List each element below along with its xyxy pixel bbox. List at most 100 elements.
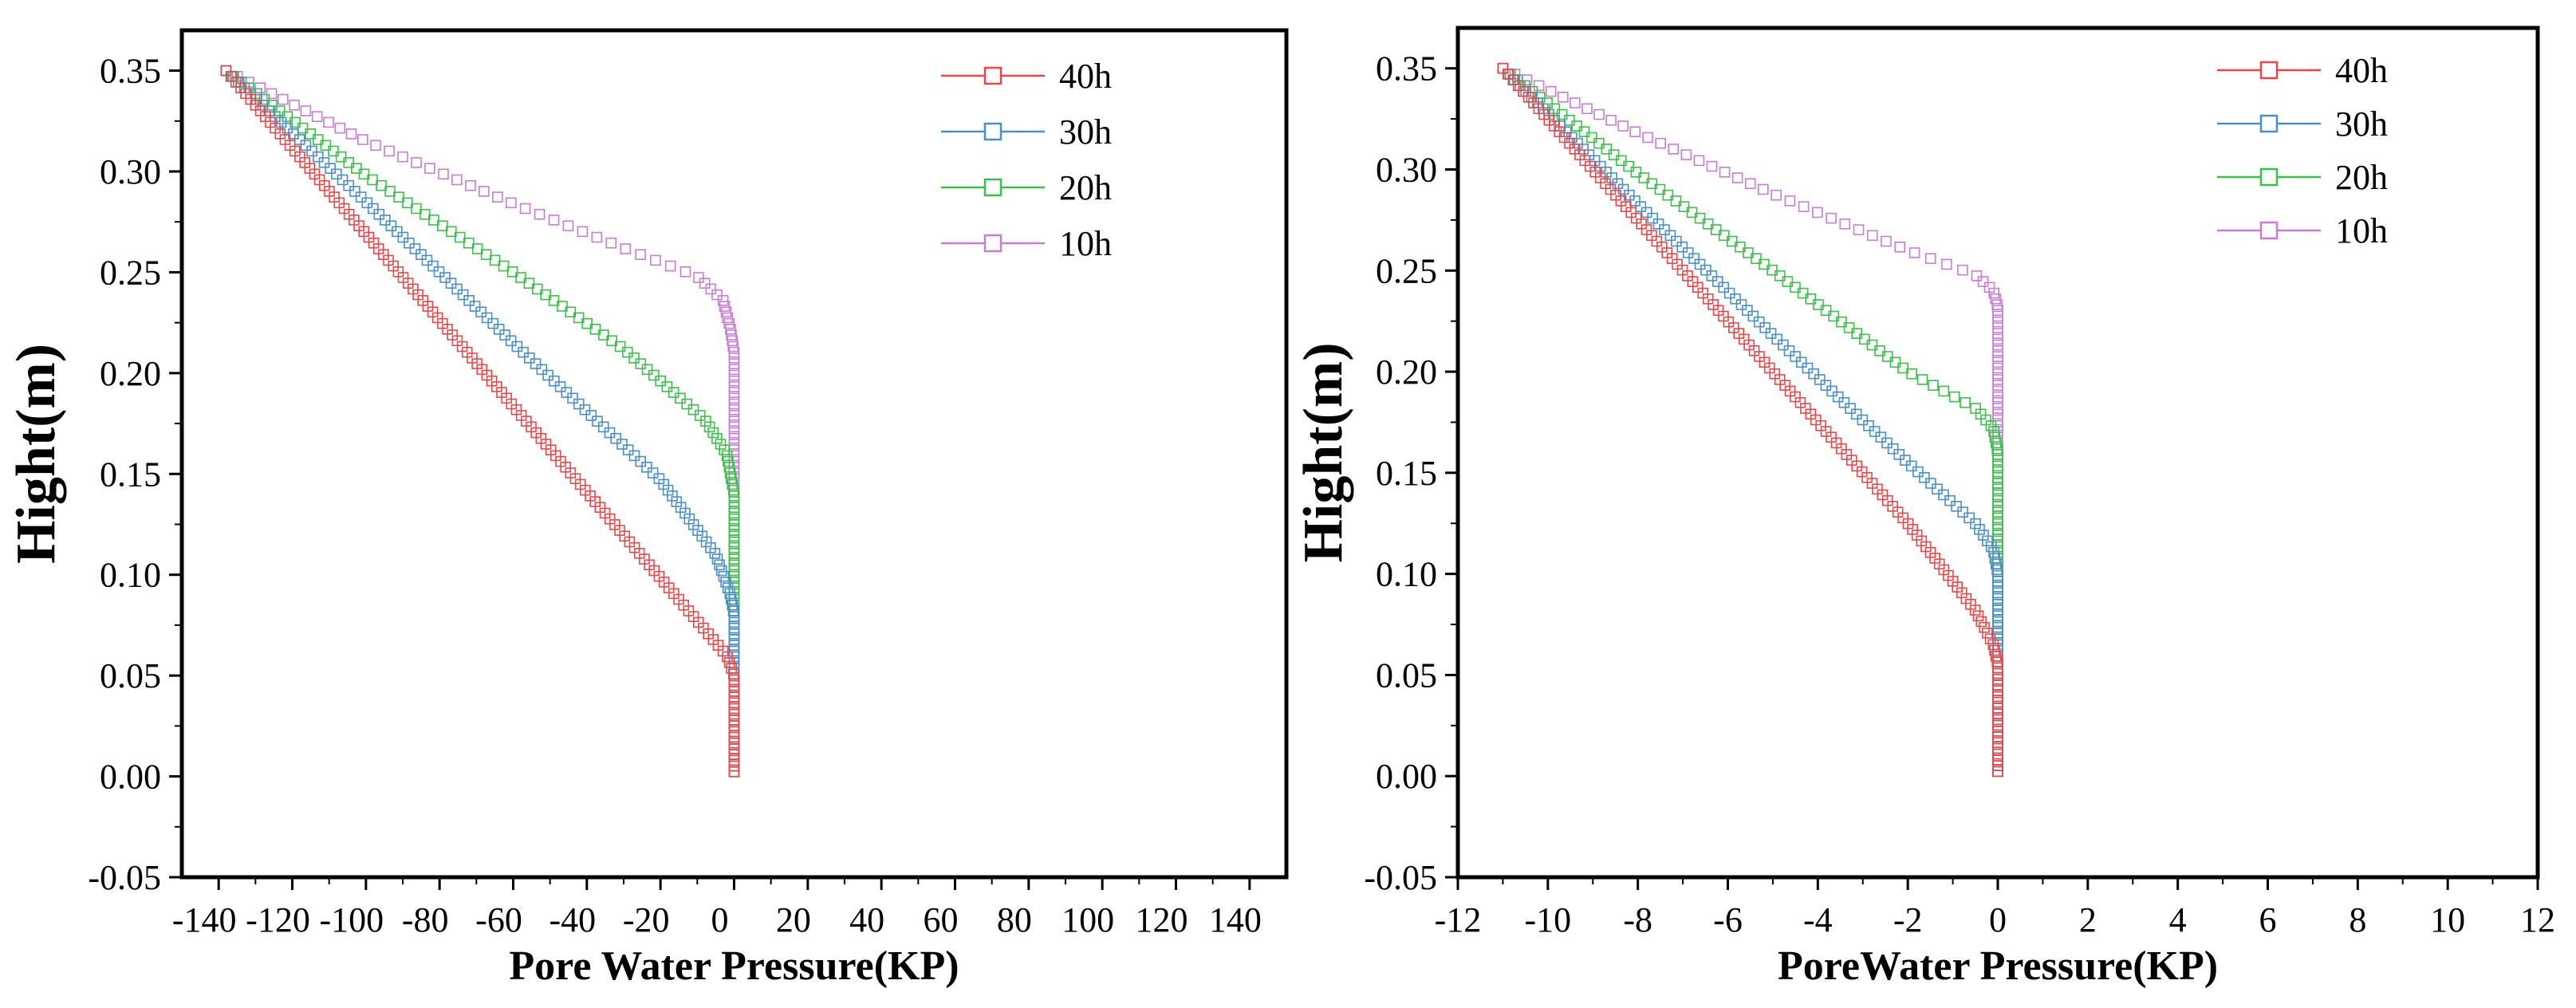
data-point-10h <box>1629 126 1641 138</box>
data-point-30h <box>263 105 275 116</box>
data-point-20h <box>1988 426 1999 437</box>
data-point-30h <box>355 191 367 203</box>
data-point-10h <box>726 329 737 341</box>
data-point-30h <box>622 444 634 455</box>
data-point-40h <box>1992 685 2003 697</box>
data-point-30h <box>1992 569 2003 581</box>
data-point-20h <box>1797 287 1809 299</box>
data-point-10h <box>1992 380 2003 391</box>
data-point-30h <box>1988 546 1999 558</box>
data-point-20h <box>1646 178 1658 190</box>
data-point-30h <box>1982 535 1993 547</box>
data-point-30h <box>1617 183 1629 195</box>
legend-item-20h: 20h <box>2217 158 2388 197</box>
data-point-30h <box>300 140 312 152</box>
data-point-40h <box>728 697 740 709</box>
data-point-20h <box>1874 345 1885 356</box>
x-tick-label: -2 <box>1893 900 1923 939</box>
data-point-30h <box>1970 518 1981 530</box>
data-point-20h <box>393 191 404 203</box>
x-tick-label: -100 <box>320 900 384 939</box>
y-tick-label: 0.10 <box>1376 555 1437 594</box>
data-point-10h <box>728 375 740 387</box>
x-tick-label: -12 <box>1435 900 1482 939</box>
data-point-20h <box>290 116 301 128</box>
data-point-30h <box>1759 322 1771 333</box>
data-point-10h <box>728 398 740 410</box>
data-point-10h <box>725 324 736 335</box>
data-point-40h <box>1992 696 2003 708</box>
data-point-20h <box>437 220 448 231</box>
data-point-30h <box>1664 230 1676 242</box>
x-tick-label: -80 <box>402 900 449 939</box>
data-point-20h <box>700 415 711 427</box>
data-point-10h <box>728 364 740 376</box>
data-point-30h <box>1991 564 2003 576</box>
data-point-20h <box>1828 310 1840 322</box>
x-tick-label: 10 <box>2430 900 2465 939</box>
x-tick-label: 140 <box>1209 900 1262 939</box>
data-point-20h <box>1790 282 1801 293</box>
data-point-30h <box>592 415 603 427</box>
data-point-40h <box>1979 621 1990 633</box>
legend-marker <box>983 122 1002 141</box>
data-point-20h <box>1616 155 1627 167</box>
data-point-20h <box>1851 328 1862 339</box>
data-point-40h <box>1992 691 2003 703</box>
data-point-10h <box>728 392 740 404</box>
data-point-40h <box>1992 708 2003 719</box>
y-tick-label: 0.00 <box>1376 757 1437 796</box>
x-tick-label: 60 <box>924 900 959 939</box>
data-point-10h <box>1570 97 1581 108</box>
data-point-20h <box>1992 489 2003 501</box>
data-point-20h <box>668 387 679 398</box>
data-point-20h <box>728 490 740 502</box>
data-point-20h <box>728 536 740 548</box>
data-point-30h <box>499 329 511 341</box>
data-point-20h <box>728 507 740 519</box>
data-point-10h <box>705 283 717 295</box>
data-point-40h <box>728 668 739 680</box>
data-point-30h <box>282 122 293 134</box>
data-point-40h <box>1975 616 1987 628</box>
data-point-20h <box>719 444 730 455</box>
data-point-30h <box>288 128 299 140</box>
data-point-20h <box>251 88 262 100</box>
data-point-10h <box>1992 322 2003 333</box>
data-point-20h <box>1881 351 1893 362</box>
data-point-40h <box>728 686 740 697</box>
data-point-10h <box>1642 132 1653 144</box>
data-point-40h <box>1972 610 1984 622</box>
y-axis-title: Hight(m) <box>1293 342 1354 562</box>
data-point-30h <box>306 145 317 157</box>
data-point-20h <box>515 272 526 283</box>
data-point-30h <box>628 450 640 462</box>
data-point-30h <box>368 203 379 215</box>
data-point-30h <box>1944 494 1956 506</box>
data-point-10h <box>370 140 381 152</box>
data-point-30h <box>536 364 548 376</box>
data-point-20h <box>715 439 727 450</box>
data-point-30h <box>505 335 517 347</box>
data-point-30h <box>1992 576 2003 587</box>
data-point-20h <box>721 450 733 462</box>
data-point-30h <box>511 341 523 352</box>
data-point-20h <box>1601 144 1613 155</box>
data-point-20h <box>687 404 699 415</box>
data-point-30h <box>251 93 262 105</box>
data-point-30h <box>726 593 737 605</box>
data-point-10h <box>717 295 729 306</box>
data-point-30h <box>616 439 628 450</box>
data-point-30h <box>1887 443 1899 455</box>
y-tick-label: 0.10 <box>100 556 161 595</box>
data-point-10h <box>334 122 346 134</box>
data-point-20h <box>621 346 633 358</box>
data-point-20h <box>1578 126 1590 138</box>
data-point-30h <box>1723 287 1735 299</box>
data-point-30h <box>728 640 740 652</box>
data-point-30h <box>1554 120 1566 132</box>
data-point-10h <box>1771 189 1782 201</box>
data-point-20h <box>1992 460 2003 472</box>
data-point-20h <box>675 392 686 404</box>
data-point-30h <box>392 226 403 238</box>
